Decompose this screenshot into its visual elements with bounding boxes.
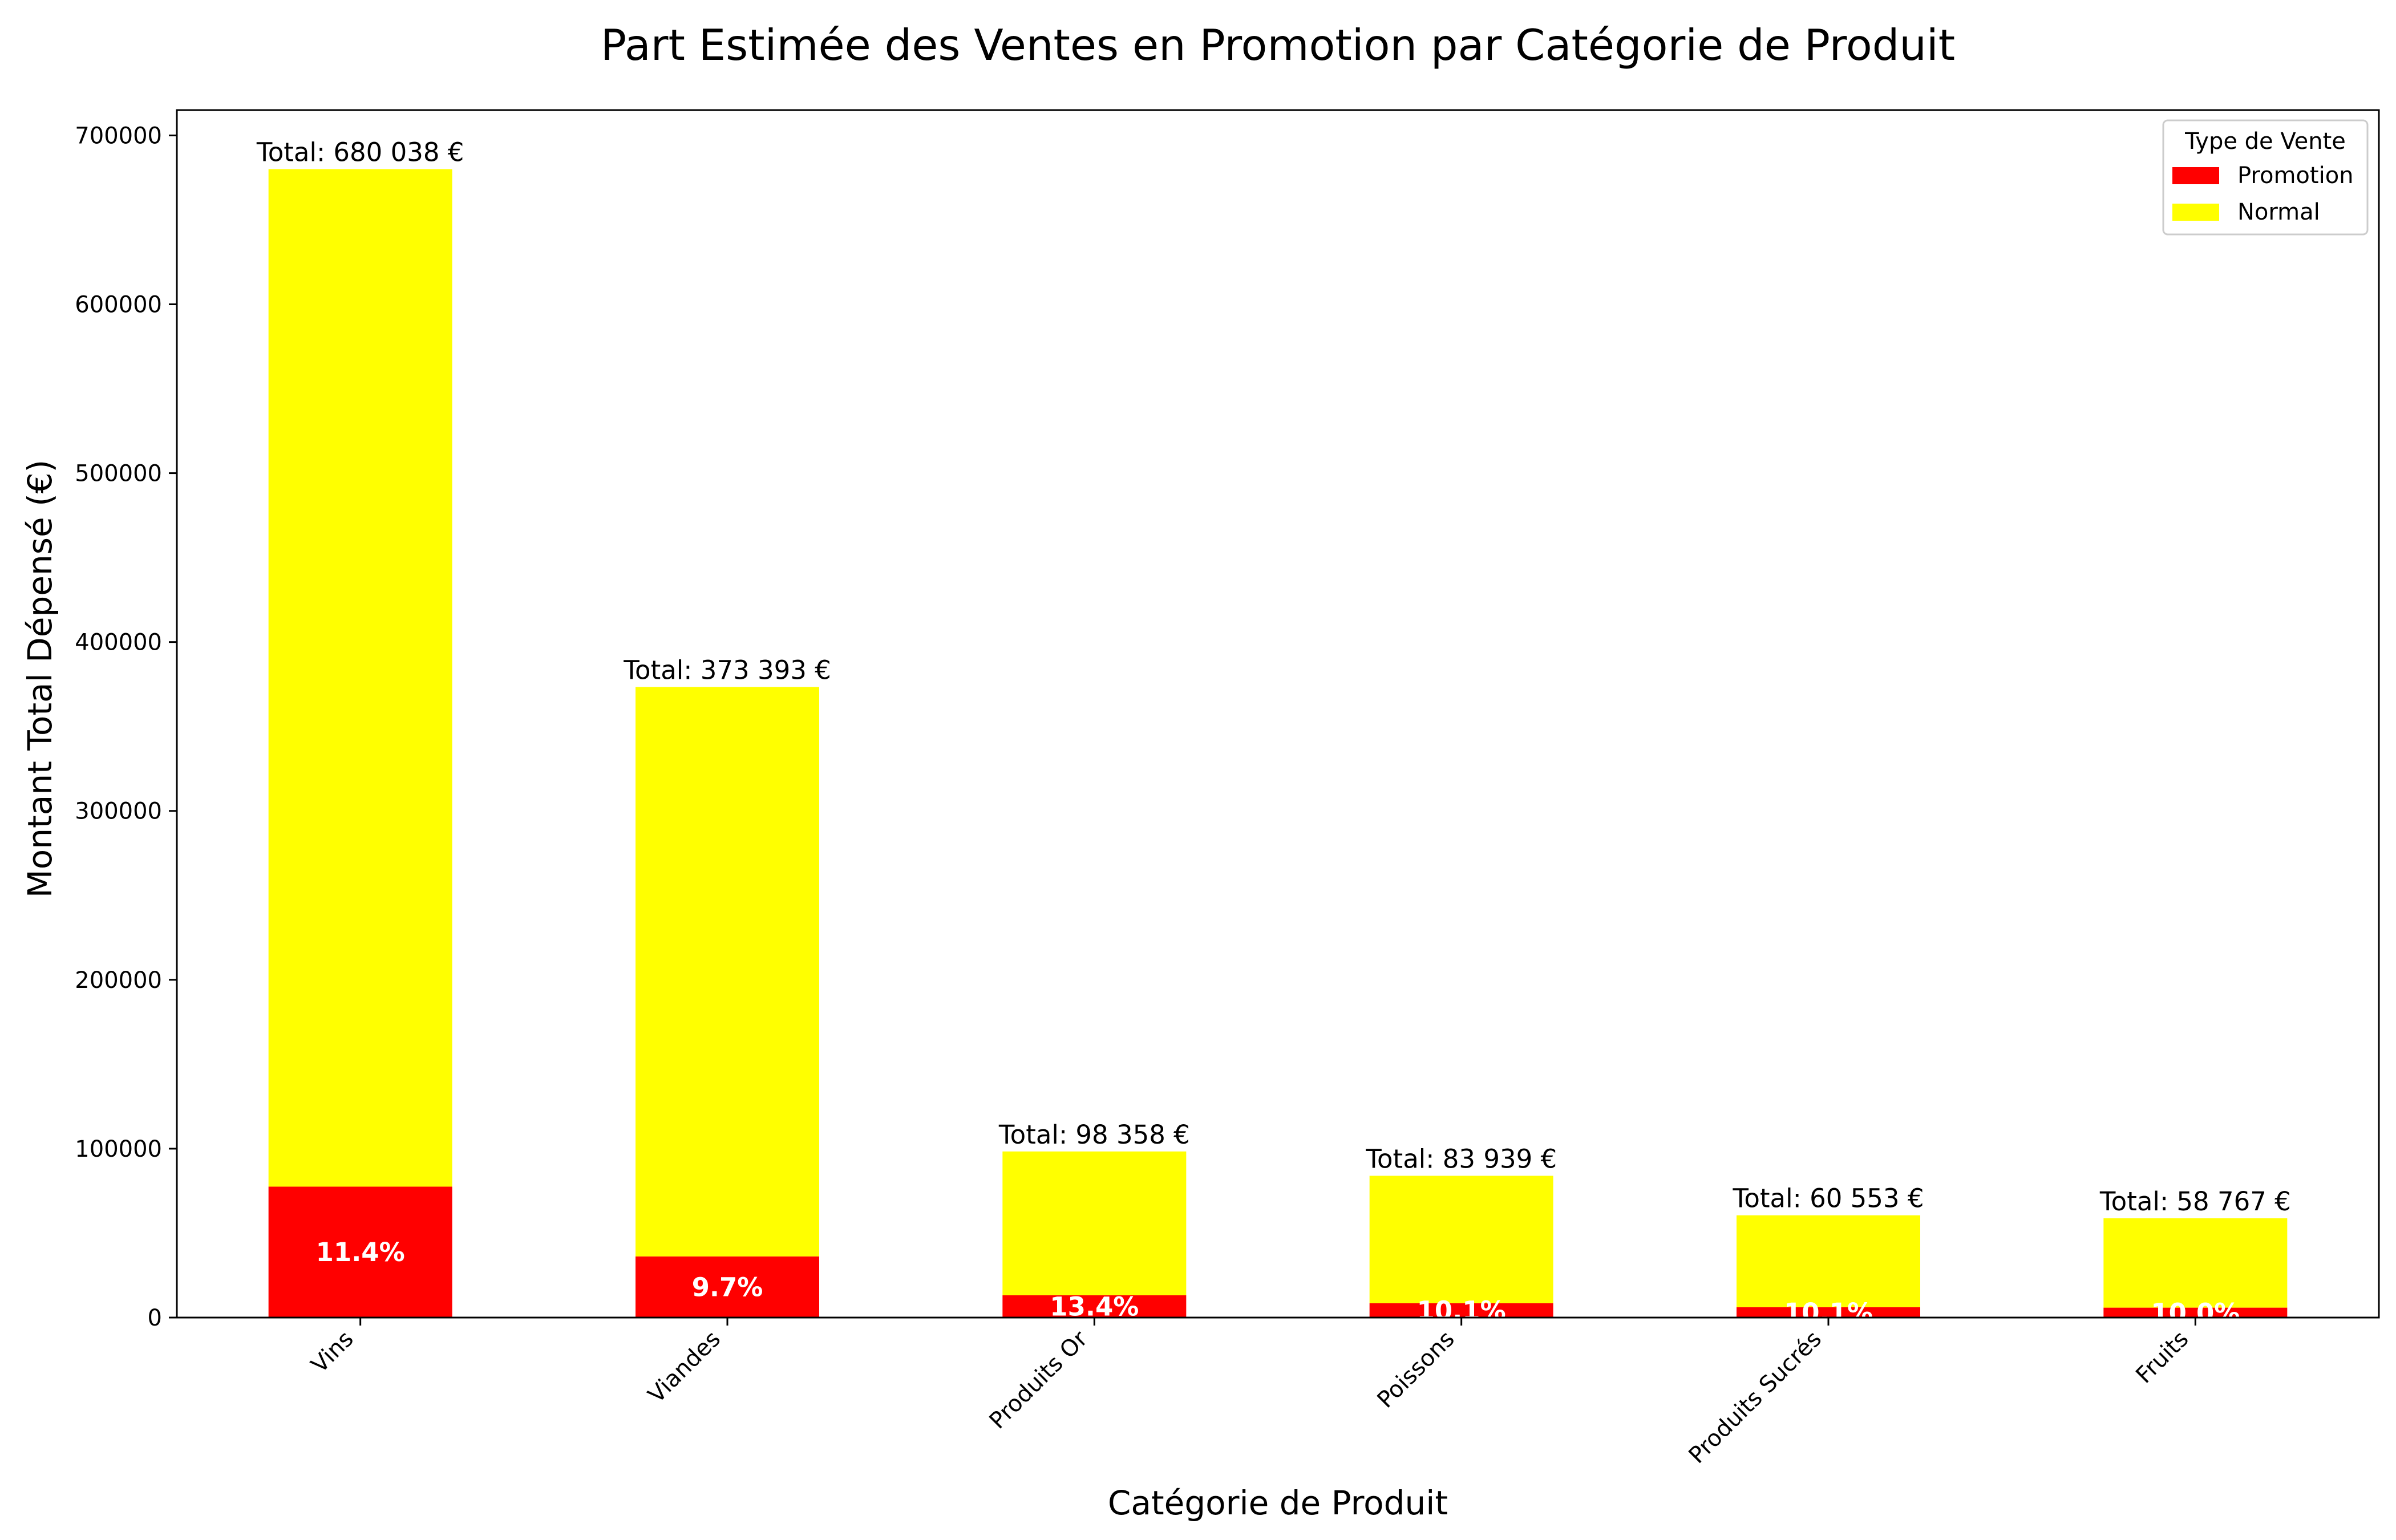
total-label: Total: 373 393 €: [623, 655, 831, 685]
total-label: Total: 58 767 €: [2099, 1186, 2291, 1217]
legend-swatch-promotion: [2172, 167, 2219, 184]
y-tick-label: 600000: [75, 291, 162, 318]
y-tick-label: 300000: [75, 799, 162, 825]
bar-normal-5: [2103, 1218, 2288, 1308]
legend-label-normal: Normal: [2237, 199, 2320, 225]
y-tick-label: 0: [148, 1305, 162, 1331]
bar-promotion-5: [2103, 1307, 2288, 1318]
total-label: Total: 98 358 €: [998, 1120, 1190, 1150]
legend-label-promotion: Promotion: [2237, 163, 2354, 189]
x-axis-label: Catégorie de Produit: [1108, 1484, 1448, 1522]
bar-promotion-1: [636, 1256, 819, 1318]
bar-promotion-4: [1737, 1307, 1920, 1318]
legend-swatch-normal: [2172, 204, 2219, 221]
percent-label: 9.7%: [692, 1272, 763, 1302]
legend: Type de Vente Promotion Normal: [2162, 119, 2369, 236]
x-tick-label: Poissons: [1373, 1326, 1460, 1413]
x-tick-label: Produits Or: [985, 1326, 1093, 1434]
bar-normal-1: [636, 687, 819, 1257]
percent-label: 11.4%: [316, 1237, 405, 1267]
x-tick-label: Vins: [306, 1326, 359, 1379]
y-axis-label: Montant Total Dépensé (€): [21, 460, 59, 898]
y-tick-label: 500000: [75, 461, 162, 487]
bar-promotion-0: [268, 1186, 452, 1318]
chart-title: Part Estimée des Ventes en Promotion par…: [601, 20, 1955, 70]
y-tick-label: 700000: [75, 123, 162, 149]
bar-normal-3: [1369, 1176, 1553, 1303]
total-label: Total: 83 939 €: [1365, 1144, 1557, 1174]
total-label: Total: 60 553 €: [1733, 1184, 1924, 1214]
y-tick-label: 400000: [75, 630, 162, 656]
x-tick-label: Fruits: [2131, 1326, 2193, 1389]
chart-marks: 0 100000 200000 300000 400000 500000 600000 700…: [75, 123, 2291, 1469]
bar-promotion-2: [1002, 1295, 1187, 1318]
total-label: Total: 680 038 €: [256, 137, 464, 168]
legend-title: Type de Vente: [2184, 128, 2346, 155]
x-tick-label: Viandes: [643, 1326, 726, 1408]
y-tick-label: 200000: [75, 967, 162, 994]
y-tick-label: 100000: [75, 1136, 162, 1162]
bar-normal-0: [268, 169, 452, 1187]
x-tick-label: Produits Sucrés: [1684, 1326, 1827, 1469]
bar-normal-4: [1737, 1215, 1920, 1307]
bar-normal-2: [1002, 1151, 1187, 1295]
plot-frame: [176, 109, 2380, 1319]
bar-promotion-3: [1369, 1303, 1553, 1318]
